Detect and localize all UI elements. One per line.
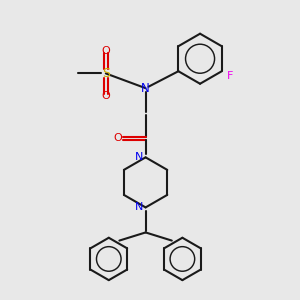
Text: O: O [113,133,122,143]
Text: S: S [102,67,110,80]
Text: N: N [141,82,150,95]
Text: N: N [135,202,143,212]
Text: O: O [101,91,110,100]
Text: F: F [227,71,233,81]
Text: O: O [101,46,110,56]
Text: N: N [135,152,143,162]
